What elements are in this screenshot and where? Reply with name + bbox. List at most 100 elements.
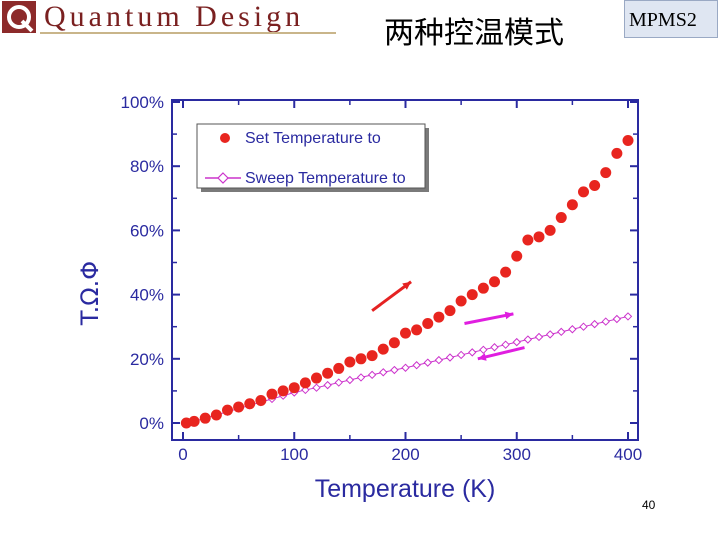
data-point-set	[455, 295, 467, 307]
data-point-sweep	[523, 335, 533, 344]
data-point-set	[277, 385, 289, 397]
arrow-head	[402, 281, 412, 290]
data-point-set	[522, 234, 534, 246]
data-point-sweep	[623, 312, 633, 321]
data-point-sweep	[456, 350, 466, 360]
data-point-sweep	[390, 365, 399, 375]
logo-q-icon	[2, 1, 36, 33]
data-point-set	[544, 224, 556, 236]
data-point-sweep	[412, 361, 421, 370]
data-point-set	[311, 372, 322, 384]
data-point-set	[388, 337, 400, 349]
arrow-shaft	[464, 312, 514, 325]
y-tick-label: 20%	[130, 350, 164, 369]
data-point-set	[400, 327, 411, 339]
data-point-set	[533, 231, 545, 243]
legend-marker-set	[220, 133, 230, 143]
data-point-sweep	[579, 322, 588, 331]
page-number: 40	[642, 498, 656, 512]
data-point-set	[322, 367, 334, 379]
data-point-sweep	[568, 325, 577, 334]
data-point-set	[355, 353, 367, 365]
data-point-sweep	[356, 373, 366, 382]
data-point-sweep	[323, 380, 332, 390]
arrow-cooling-sweep	[477, 346, 525, 361]
slide-title: 两种控温模式	[384, 16, 564, 51]
data-point-sweep	[312, 383, 321, 392]
data-point-set	[622, 135, 634, 147]
legend-label-set: Set Temperature to	[245, 130, 381, 147]
x-tick-label: 200	[391, 445, 419, 464]
data-point-set	[511, 250, 523, 262]
data-point-sweep	[490, 343, 499, 352]
y-tick-label: 0%	[139, 414, 164, 433]
y-tick-label: 40%	[130, 286, 164, 305]
annotation-arrows	[371, 280, 525, 361]
data-point-set	[377, 343, 389, 355]
data-point-sweep	[401, 363, 410, 372]
mpms-tag-label: MPMS2	[629, 9, 697, 31]
legend: Set Temperature to Sweep Temperature to	[196, 123, 429, 192]
data-point-sweep	[557, 327, 566, 337]
data-point-set	[288, 382, 300, 394]
arrow-head	[504, 311, 514, 320]
data-point-sweep	[512, 337, 521, 347]
data-point-sweep	[545, 330, 555, 339]
data-point-sweep	[434, 355, 444, 365]
data-point-sweep	[601, 317, 610, 326]
x-tick-label: 0	[178, 445, 187, 464]
data-point-set	[255, 395, 267, 407]
data-point-sweep	[445, 353, 455, 362]
data-point-set	[344, 356, 356, 368]
data-point-sweep	[590, 319, 599, 329]
data-point-sweep	[367, 370, 377, 380]
y-tick-label: 60%	[130, 221, 164, 240]
data-point-sweep	[612, 314, 622, 324]
data-point-sweep	[423, 358, 432, 367]
data-point-set	[589, 179, 601, 191]
mpms-tag: MPMS2	[624, 0, 718, 38]
data-point-set	[555, 212, 567, 224]
data-point-set	[578, 186, 589, 198]
data-point-sweep	[301, 385, 310, 395]
data-point-sweep	[334, 378, 343, 387]
y-axis-label: T.Ω.Φ	[76, 261, 104, 326]
data-point-set	[477, 282, 489, 294]
data-point-set	[366, 350, 378, 362]
data-point-set	[299, 377, 311, 389]
data-point-set	[566, 199, 578, 211]
data-point-set	[500, 266, 512, 278]
y-tick-label: 100%	[121, 93, 164, 112]
data-point-sweep	[479, 345, 488, 355]
data-point-set	[199, 412, 211, 424]
x-tick-label: 100	[280, 445, 308, 464]
data-point-set	[600, 167, 612, 179]
data-point-set	[266, 388, 278, 400]
data-point-set	[222, 404, 233, 416]
data-point-set	[611, 147, 623, 159]
axis-labels: Temperature (K) T.Ω.Φ	[76, 261, 495, 503]
arrow-heating-sweep	[464, 311, 514, 325]
x-axis-label: Temperature (K)	[315, 475, 496, 503]
data-point-set	[233, 401, 245, 413]
axes: 0% 20% 40% 60% 80% 100% 0 100 200 300 400	[121, 93, 643, 464]
data-point-set	[210, 409, 222, 421]
data-point-sweep	[379, 368, 388, 377]
company-logo: Quantum Design	[0, 0, 338, 34]
data-point-sweep	[468, 348, 477, 357]
data-point-sweep	[501, 340, 510, 349]
data-point-set	[188, 415, 200, 427]
data-point-set	[466, 289, 478, 301]
data-point-sweep	[345, 375, 355, 385]
data-point-set	[444, 305, 456, 317]
logo-underline	[40, 32, 336, 34]
arrow-heating-set	[371, 280, 412, 312]
data-point-set	[244, 398, 256, 410]
legend-label-sweep: Sweep Temperature to	[245, 170, 406, 187]
x-tick-label: 400	[614, 445, 642, 464]
data-point-set	[433, 311, 445, 323]
data-point-set	[333, 362, 345, 374]
logo-text: Quantum Design	[44, 0, 305, 33]
data-point-sweep	[534, 332, 544, 342]
